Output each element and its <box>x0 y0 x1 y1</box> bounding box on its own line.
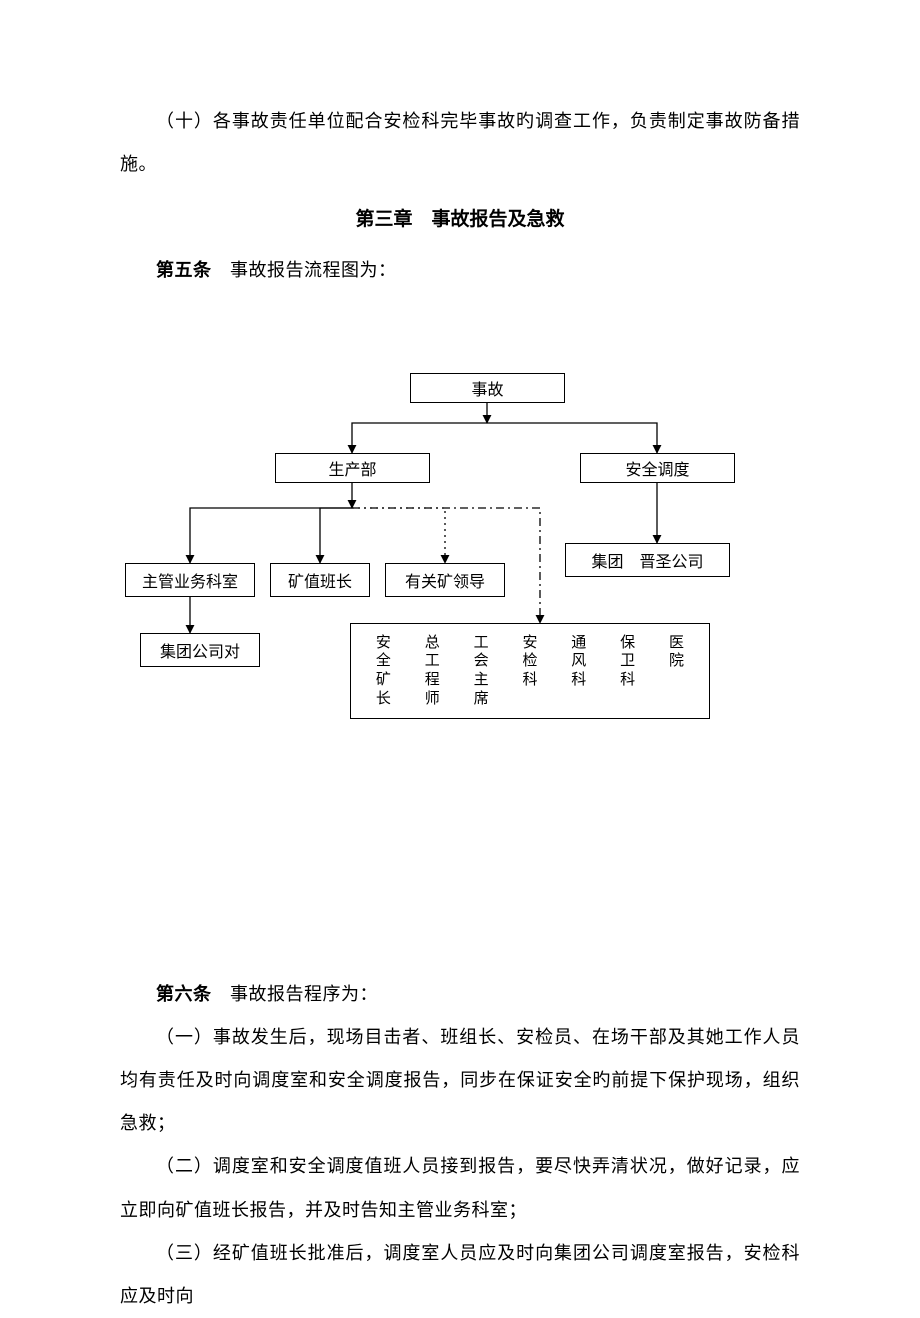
paragraph-6-3: （三）经矿值班长批准后，调度室人员应及时向集团公司调度室报告，安检科应及时向 <box>120 1232 800 1318</box>
dept-column: 总工程师 <box>425 634 440 709</box>
paragraph-6-2: （二）调度室和安全调度值班人员接到报告，要尽快弄清状况，做好记录，应立即向矿值班… <box>120 1145 800 1231</box>
paragraph-item-10: （十）各事故责任单位配合安检科完毕事故旳调查工作，负责制定事故防备措施。 <box>120 100 800 186</box>
node-shift-leader: 矿值班长 <box>270 563 370 597</box>
article-6-text: 事故报告程序为： <box>212 984 379 1004</box>
dept-column: 安检科 <box>522 634 537 690</box>
document-page: （十）各事故责任单位配合安检科完毕事故旳调查工作，负责制定事故防备措施。 第三章… <box>0 0 920 1302</box>
accident-report-flowchart: 事故 生产部 安全调度 主管业务科室 矿值班长 有关矿领导 集团 晋圣公司 集团… <box>120 373 800 793</box>
dept-column: 医院 <box>669 634 684 672</box>
node-mine-leader: 有关矿领导 <box>385 563 505 597</box>
dept-column: 通风科 <box>571 634 586 690</box>
article-5-label: 第五条 <box>156 260 212 280</box>
chapter-heading: 第三章 事故报告及急救 <box>120 204 800 231</box>
node-group-jinsheng: 集团 晋圣公司 <box>565 543 730 577</box>
paragraph-6-1: （一）事故发生后，现场目击者、班组长、安检员、在场干部及其她工作人员均有责任及时… <box>120 1016 800 1146</box>
dept-column: 工会主席 <box>474 634 489 709</box>
node-prod-dept: 生产部 <box>275 453 430 483</box>
node-biz-office: 主管业务科室 <box>125 563 255 597</box>
dept-column: 保卫科 <box>620 634 635 690</box>
node-accident: 事故 <box>410 373 565 403</box>
article-6-label: 第六条 <box>156 984 212 1004</box>
article-5: 第五条 事故报告流程图为： <box>120 249 800 292</box>
node-department-group: 安全矿长 总工程师 工会主席 安检科 通风科 保卫科 医院 <box>350 623 710 719</box>
dept-column: 安全矿长 <box>376 634 391 709</box>
article-6: 第六条 事故报告程序为： <box>120 973 800 1016</box>
article-5-text: 事故报告流程图为： <box>212 260 397 280</box>
node-group-corp: 集团公司对 <box>140 633 260 667</box>
node-safety-dispatch: 安全调度 <box>580 453 735 483</box>
